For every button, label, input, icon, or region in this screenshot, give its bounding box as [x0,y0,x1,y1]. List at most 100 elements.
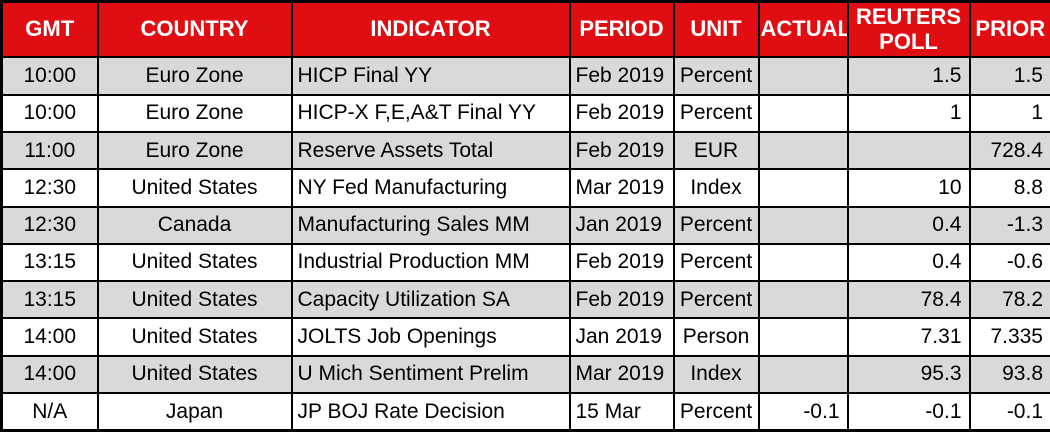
table-row: 11:00 Euro Zone Reserve Assets Total Feb 20… [0,130,1050,171]
cell-reuters_poll: 78.4 [846,280,971,320]
cell-prior: -0.1 [968,392,1050,432]
cell-indicator: JOLTS Job Openings [290,317,571,357]
cell-unit: EUR [672,130,760,171]
cell-gmt: N/A [0,392,99,432]
column-header-gmt: GMT [0,0,99,59]
cell-period: Jan 2019 [568,205,675,245]
column-header-period: PERIOD [568,0,675,59]
table-header-row: GMT COUNTRY INDICATOR PERIOD UNIT ACTUAL REUTE… [0,0,1050,59]
cell-actual [757,280,849,320]
cell-country: United States [96,317,293,357]
cell-unit: Percent [672,205,760,245]
cell-period: Mar 2019 [568,354,675,395]
table-body: 10:00 Euro Zone HICP Final YY Feb 2019 Perce… [0,56,1050,432]
cell-country: United States [96,242,293,283]
cell-reuters_poll: 1.5 [846,56,971,96]
cell-country: Euro Zone [96,56,293,96]
cell-prior: 1 [968,93,1050,133]
column-header-actual: ACTUAL [757,0,849,59]
cell-country: Euro Zone [96,93,293,133]
cell-country: United States [96,354,293,395]
column-header-reuters_poll: REUTERS POLL [846,0,971,59]
cell-reuters_poll: 95.3 [846,354,971,395]
cell-country: Euro Zone [96,130,293,171]
cell-period: Feb 2019 [568,242,675,283]
cell-period: 15 Mar [568,392,675,432]
cell-gmt: 10:00 [0,56,99,96]
cell-actual [757,56,849,96]
cell-period: Feb 2019 [568,130,675,171]
cell-reuters_poll: -0.1 [846,392,971,432]
cell-actual: -0.1 [757,392,849,432]
table-row: 10:00 Euro Zone HICP-X F,E,A&T Final YY Feb… [0,93,1050,133]
cell-actual [757,93,849,133]
cell-gmt: 14:00 [0,317,99,357]
column-header-prior: PRIOR [968,0,1050,59]
cell-gmt: 13:15 [0,242,99,283]
cell-reuters_poll: 7.31 [846,317,971,357]
cell-reuters_poll: 10 [846,168,971,208]
cell-indicator: Industrial Production MM [290,242,571,283]
cell-prior: 8.8 [968,168,1050,208]
table-row: 12:30 Canada Manufacturing Sales MM Jan 201… [0,205,1050,245]
cell-indicator: Reserve Assets Total [290,130,571,171]
cell-reuters_poll: 0.4 [846,242,971,283]
cell-indicator: Capacity Utilization SA [290,280,571,320]
table-row: 14:00 United States U Mich Sentiment Preli… [0,354,1050,395]
cell-indicator: NY Fed Manufacturing [290,168,571,208]
cell-unit: Percent [672,392,760,432]
cell-unit: Index [672,168,760,208]
cell-actual [757,354,849,395]
column-header-country: COUNTRY [96,0,293,59]
cell-prior: -0.6 [968,242,1050,283]
column-header-unit: UNIT [672,0,760,59]
cell-reuters_poll: 1 [846,93,971,133]
cell-gmt: 11:00 [0,130,99,171]
cell-unit: Percent [672,242,760,283]
cell-unit: Person [672,317,760,357]
cell-gmt: 13:15 [0,280,99,320]
table-row: 14:00 United States JOLTS Job Openings Jan … [0,317,1050,357]
column-header-indicator: INDICATOR [290,0,571,59]
table-row: 10:00 Euro Zone HICP Final YY Feb 2019 Perce… [0,56,1050,96]
cell-indicator: HICP Final YY [290,56,571,96]
cell-period: Jan 2019 [568,317,675,357]
table-row: 12:30 United States NY Fed Manufacturing Ma… [0,168,1050,208]
table-row: 13:15 United States Industrial Production … [0,242,1050,283]
cell-actual [757,205,849,245]
cell-unit: Percent [672,280,760,320]
cell-gmt: 14:00 [0,354,99,395]
cell-indicator: JP BOJ Rate Decision [290,392,571,432]
table-row: N/A Japan JP BOJ Rate Decision 15 Mar Percen… [0,392,1050,432]
cell-gmt: 12:30 [0,205,99,245]
cell-period: Feb 2019 [568,93,675,133]
table-row: 13:15 United States Capacity Utilization S… [0,280,1050,320]
cell-prior: 728.4 [968,130,1050,171]
cell-prior: 93.8 [968,354,1050,395]
cell-reuters_poll: 0.4 [846,205,971,245]
cell-indicator: Manufacturing Sales MM [290,205,571,245]
cell-prior: 78.2 [968,280,1050,320]
cell-actual [757,317,849,357]
cell-actual [757,242,849,283]
cell-country: Canada [96,205,293,245]
cell-period: Mar 2019 [568,168,675,208]
cell-indicator: U Mich Sentiment Prelim [290,354,571,395]
cell-prior: -1.3 [968,205,1050,245]
cell-actual [757,130,849,171]
cell-gmt: 12:30 [0,168,99,208]
cell-prior: 7.335 [968,317,1050,357]
cell-actual [757,168,849,208]
cell-prior: 1.5 [968,56,1050,96]
cell-reuters_poll [846,130,971,171]
table-header: GMT COUNTRY INDICATOR PERIOD UNIT ACTUAL REUTE… [0,0,1050,59]
cell-unit: Percent [672,93,760,133]
cell-country: United States [96,168,293,208]
cell-unit: Index [672,354,760,395]
cell-unit: Percent [672,56,760,96]
cell-country: United States [96,280,293,320]
cell-period: Feb 2019 [568,280,675,320]
cell-indicator: HICP-X F,E,A&T Final YY [290,93,571,133]
